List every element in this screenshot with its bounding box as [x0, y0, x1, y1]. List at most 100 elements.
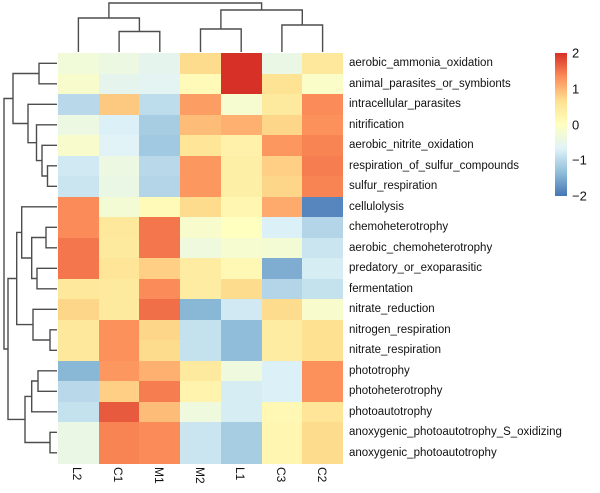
heatmap-cell — [58, 196, 100, 218]
heatmap-cell — [302, 53, 344, 74]
heatmap-cell — [180, 278, 222, 300]
heatmap-cell — [139, 237, 181, 259]
heatmap-cell — [302, 114, 344, 136]
row-label: sulfur_respiration — [349, 180, 438, 193]
legend-tick-label: 2 — [572, 45, 580, 61]
heatmap-cell — [220, 94, 263, 115]
heatmap-cell — [220, 135, 263, 156]
heatmap-cell — [139, 53, 181, 74]
heatmap-cell — [58, 176, 100, 197]
column-dendrogram — [77, 2, 324, 52]
heatmap-cell — [139, 114, 181, 136]
heatmap-cell — [58, 237, 100, 259]
heatmap-cell — [302, 217, 344, 238]
heatmap-cell — [302, 381, 344, 402]
heatmap-cell — [220, 381, 263, 402]
legend-colorbar — [555, 53, 567, 196]
heatmap-cell — [180, 258, 222, 279]
heatmap-cell — [98, 94, 140, 115]
heatmap-cell — [139, 94, 181, 115]
heatmap-cell — [302, 278, 344, 300]
heatmap-cell — [220, 258, 263, 279]
row-label: anoxygenic_photoautotrophy_S_oxidizing — [349, 426, 562, 439]
row-label: animal_parasites_or_symbionts — [349, 77, 511, 90]
heatmap-cell — [261, 94, 303, 115]
heatmap-cell — [180, 299, 222, 320]
heatmap-cell — [98, 73, 140, 95]
heatmap-cell — [220, 401, 263, 423]
heatmap-cell — [139, 73, 181, 95]
row-dendrogram — [3, 62, 57, 454]
row-label: nitrification — [349, 118, 404, 131]
heatmap-cell — [98, 278, 140, 300]
heatmap-cell — [139, 176, 181, 197]
heatmap-cell — [261, 401, 303, 423]
heatmap-cell — [98, 319, 140, 341]
heatmap-cell — [58, 340, 100, 361]
heatmap-cell — [302, 442, 344, 464]
heatmap-cell — [261, 196, 303, 218]
heatmap-cell — [139, 319, 181, 341]
heatmap-cell — [302, 360, 344, 382]
column-label: C3 — [273, 467, 288, 483]
heatmap-cell — [98, 237, 140, 259]
heatmap-cell — [98, 155, 140, 177]
row-label: aerobic_ammonia_oxidation — [349, 57, 493, 70]
heatmap-cell — [98, 258, 140, 279]
heatmap-cell — [302, 155, 344, 177]
heatmap-cell — [261, 278, 303, 300]
heatmap-cell — [261, 381, 303, 402]
legend-tick-label: 1 — [572, 81, 580, 97]
column-label: C1 — [111, 467, 126, 483]
heatmap-cell — [180, 319, 222, 341]
heatmap-cell — [220, 155, 263, 177]
heatmap-cell — [261, 155, 303, 177]
heatmap-cell — [180, 114, 222, 136]
heatmap-cell — [180, 422, 222, 443]
heatmap-cell — [261, 73, 303, 95]
heatmap-cell — [302, 237, 344, 259]
heatmap-cell — [261, 360, 303, 382]
row-label: chemoheterotrophy — [349, 221, 449, 234]
heatmap-cell — [180, 381, 222, 402]
heatmap-cell — [220, 237, 263, 259]
heatmap-cell — [261, 114, 303, 136]
row-label: fermentation — [349, 282, 413, 295]
heatmap-cell — [58, 360, 100, 382]
heatmap-cell — [180, 135, 222, 156]
legend-tick-label: −2 — [572, 188, 587, 204]
heatmap-cell — [220, 278, 263, 300]
heatmap-cell — [98, 340, 140, 361]
heatmap-cell — [58, 217, 100, 238]
heatmap-cell — [302, 258, 344, 279]
heatmap-cell — [261, 135, 303, 156]
heatmap-cell — [139, 217, 181, 238]
heatmap-cell — [98, 217, 140, 238]
heatmap-cell — [302, 299, 344, 320]
row-label: respiration_of_sulfur_compounds — [349, 159, 520, 172]
heatmap-cell — [98, 299, 140, 320]
column-label: M2 — [192, 467, 207, 484]
row-label: intracellular_parasites — [349, 98, 461, 111]
heatmap-cell — [58, 319, 100, 341]
heatmap-cell — [220, 196, 263, 218]
heatmap-cell — [98, 53, 140, 74]
heatmap-cell — [302, 422, 344, 443]
heatmap-cell — [58, 155, 100, 177]
heatmap-cell — [180, 196, 222, 218]
heatmap-cell — [58, 442, 100, 464]
heatmap-cell — [139, 381, 181, 402]
heatmap-cell — [180, 217, 222, 238]
heatmap-cell — [58, 53, 100, 74]
row-label: nitrogen_respiration — [349, 323, 451, 336]
heatmap-cell — [261, 422, 303, 443]
heatmap-cell — [261, 299, 303, 320]
column-label: C2 — [314, 467, 329, 483]
heatmap-cell — [139, 135, 181, 156]
heatmap-cell — [58, 73, 100, 95]
heatmap-cell — [261, 176, 303, 197]
heatmap-cell — [58, 258, 100, 279]
row-label: cellulolysis — [349, 200, 404, 213]
